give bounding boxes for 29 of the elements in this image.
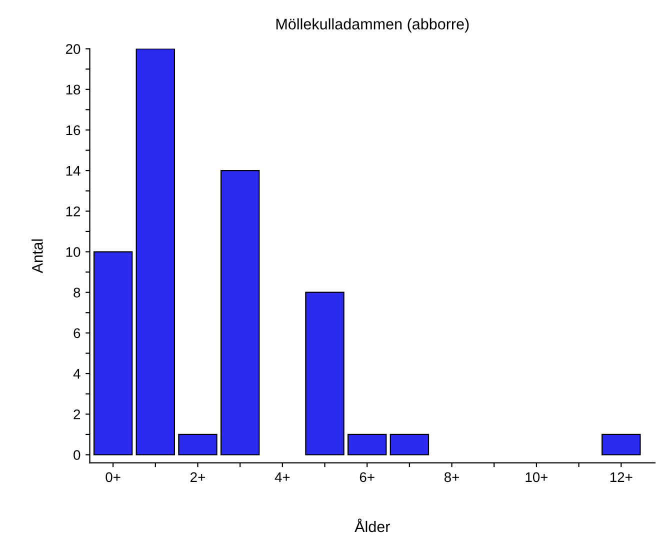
bar	[136, 48, 176, 456]
y-tick-label: 10	[66, 247, 80, 257]
bar	[390, 434, 430, 456]
y-tick-label: 8	[74, 288, 80, 298]
x-tick-label: 2+	[190, 472, 205, 482]
chart-title: Möllekulladammen (abborre)	[276, 18, 469, 32]
x-tick-label: 12+	[610, 472, 632, 482]
y-tick-label: 2	[74, 409, 80, 420]
y-tick-label: 0	[74, 450, 80, 460]
x-axis-title: Ålder	[354, 518, 390, 532]
y-tick-label: 20	[66, 44, 80, 54]
y-tick-label: 12	[66, 206, 80, 216]
y-tick-label: 14	[66, 166, 80, 176]
x-tick-label: 0+	[106, 472, 120, 482]
bar	[602, 434, 641, 456]
x-tick-label: 6+	[360, 472, 374, 482]
y-tick-label: 18	[66, 84, 80, 95]
bar	[348, 434, 387, 456]
y-tick-label: 4	[73, 369, 80, 379]
bar	[178, 434, 218, 456]
bar	[93, 251, 133, 456]
y-tick-label: 6	[74, 328, 80, 338]
x-tick-label: 10+	[526, 472, 548, 482]
x-tick-label: 4+	[274, 472, 290, 482]
y-axis-title: Antal	[32, 239, 43, 274]
bar	[305, 292, 344, 456]
y-tick-label: 16	[66, 125, 80, 136]
x-tick-label: 8+	[444, 472, 460, 482]
bar	[220, 170, 260, 456]
